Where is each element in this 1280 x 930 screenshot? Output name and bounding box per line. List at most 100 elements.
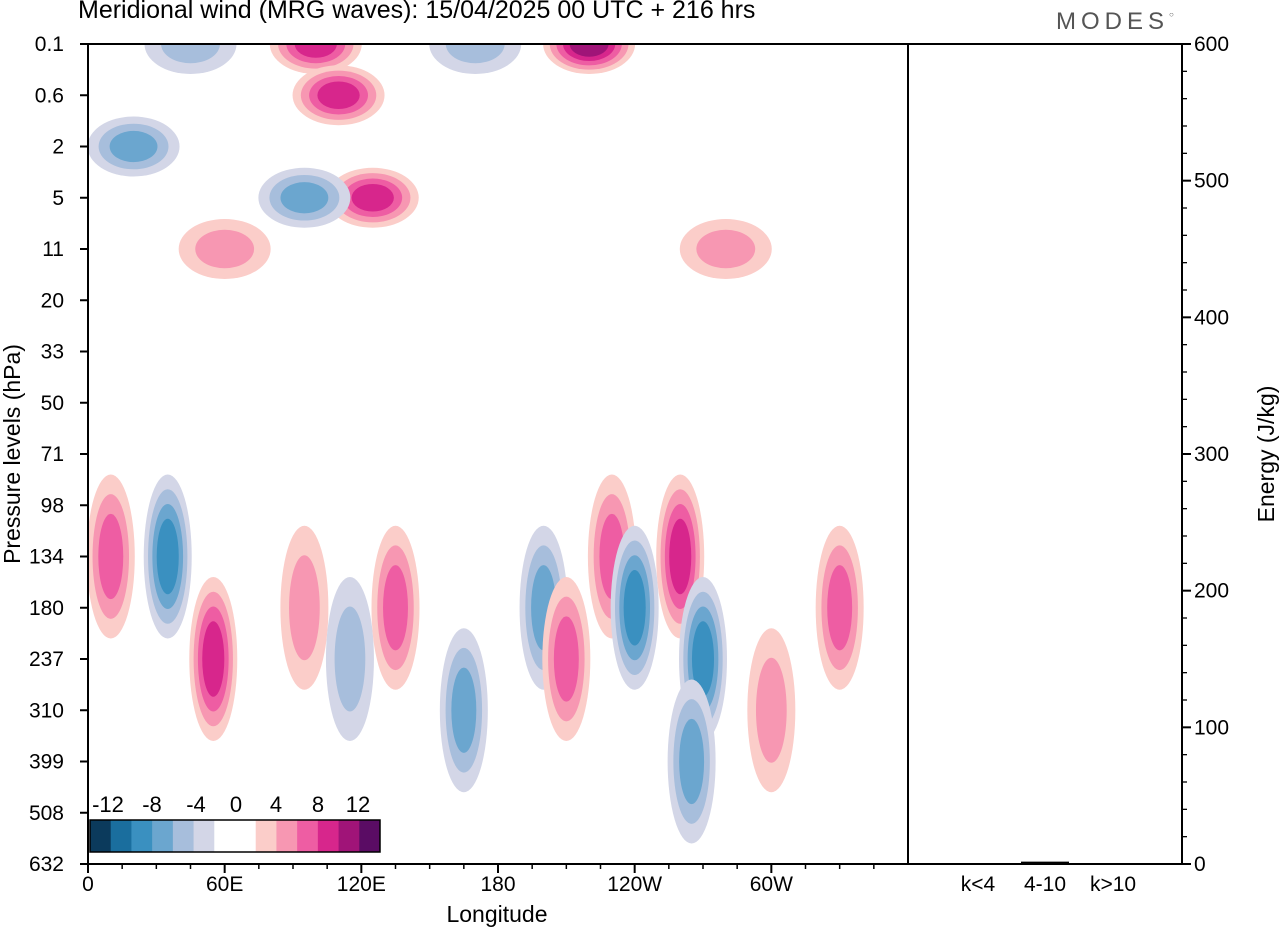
contour-cell	[667, 679, 716, 844]
contour-band	[280, 182, 329, 214]
colorbar-label: -4	[186, 792, 206, 817]
contour-cell	[747, 628, 796, 793]
contour-band	[696, 229, 756, 269]
y-tick-label: 134	[29, 546, 64, 569]
energy-tick-label: 600	[1194, 33, 1229, 56]
colorbar-swatch	[172, 820, 195, 852]
colorbar-swatch	[255, 820, 277, 852]
energy-tick-label: 0	[1194, 853, 1206, 876]
y-tick-label: 71	[41, 443, 64, 466]
contour-cell	[143, 474, 192, 639]
energy-axis-title: Energy (J/kg)	[1253, 386, 1279, 523]
y-tick-label: 0.6	[35, 84, 64, 107]
contour-cell	[258, 167, 351, 228]
contour-band	[98, 513, 124, 600]
energy-tick-label: 400	[1194, 306, 1229, 329]
colorbar-swatch	[214, 820, 236, 852]
contour-band	[679, 718, 705, 805]
energy-bar	[1089, 863, 1137, 865]
x-tick-label: 180	[480, 873, 515, 896]
contour-cell	[439, 628, 488, 793]
energy-category-label: k<4	[961, 873, 996, 896]
y-tick-label: 33	[41, 341, 64, 364]
contour-band	[755, 657, 787, 763]
y-axis-title: Pressure levels (hPa)	[0, 344, 25, 564]
contour-band	[109, 130, 158, 163]
contour-cell	[610, 525, 659, 690]
contour-band	[623, 570, 646, 646]
y-tick-label: 2	[52, 136, 64, 159]
pressure-axis: 0.1 0.6 2 5 11 20 33 50 71 98 134 180 237 310 399 508 63…	[29, 33, 88, 876]
contour-band	[202, 621, 225, 697]
colorbar-label: 0	[230, 792, 242, 817]
contour-band	[383, 565, 408, 651]
energy-category-label: 4-10	[1024, 873, 1066, 896]
contour-fields	[88, 44, 864, 844]
colorbar-label: 12	[346, 792, 370, 817]
energy-bars	[954, 861, 1137, 865]
contour-cell	[326, 167, 419, 228]
contour-band	[161, 44, 220, 64]
y-tick-label: 50	[41, 392, 64, 415]
contour-cell	[88, 474, 135, 639]
energy-frame	[907, 43, 1183, 865]
contour-cell	[144, 44, 237, 74]
energy-tick-label: 300	[1194, 443, 1229, 466]
y-tick-label: 237	[29, 648, 64, 671]
contour-cell	[371, 525, 420, 690]
colorbar-swatch	[276, 820, 298, 852]
colorbar-label: 4	[270, 792, 282, 817]
contour-band	[445, 44, 505, 64]
colorbar-swatch	[131, 820, 153, 852]
energy-bar	[1021, 861, 1069, 864]
y-tick-label: 20	[41, 289, 64, 312]
energy-panel: 0 100 200 300 400 500 600 k<4 4-10 k>10 Energy (…	[907, 33, 1279, 896]
y-tick-label: 399	[29, 751, 64, 774]
contour-band	[669, 518, 692, 595]
energy-axis: 0 100 200 300 400 500 600	[1182, 33, 1229, 876]
colorbar: -12 -8 -4 0 4 8 12	[89, 792, 381, 853]
y-tick-label: 11	[42, 238, 64, 261]
energy-tick-label: 200	[1194, 580, 1229, 603]
energy-tick-label: 500	[1194, 170, 1229, 193]
colorbar-swatch	[317, 820, 340, 852]
brand-logo: MODES○	[1056, 8, 1174, 36]
contour-cell	[429, 44, 522, 74]
colorbar-swatch	[110, 820, 132, 852]
x-tick-label: 60W	[750, 873, 793, 896]
contour-cell	[679, 219, 772, 279]
energy-tick-label: 100	[1194, 716, 1229, 739]
contour-cell	[189, 577, 238, 741]
contour-band	[317, 81, 360, 110]
colorbar-swatch	[152, 820, 174, 852]
x-tick-label: 120W	[607, 873, 662, 896]
x-tick-label: 120E	[337, 873, 386, 896]
contour-band	[195, 229, 255, 269]
contour-band	[569, 44, 609, 57]
y-tick-label: 5	[52, 187, 64, 210]
contour-band	[156, 518, 179, 595]
y-tick-label: 98	[41, 494, 64, 517]
colorbar-swatch	[193, 820, 215, 852]
colorbar-label: 8	[312, 792, 324, 817]
y-tick-label: 180	[29, 597, 64, 620]
longitude-axis: 0 60E 120E 180 120W 60W	[82, 864, 875, 896]
colorbar-label: -12	[92, 792, 124, 817]
y-tick-label: 632	[29, 853, 64, 876]
contour-band	[827, 565, 853, 651]
heatmap-panel: 0.1 0.6 2 5 11 20 33 50 71 98 134 180 237 310 399 508 63…	[0, 33, 909, 927]
contour-band	[553, 616, 579, 702]
x-axis-title: Longitude	[446, 901, 547, 927]
colorbar-swatch	[359, 820, 381, 852]
colorbar-swatch	[297, 820, 319, 852]
y-tick-label: 310	[29, 699, 64, 722]
contour-cell	[280, 525, 329, 690]
colorbar-swatch	[338, 820, 360, 852]
x-tick-label: 60E	[206, 873, 243, 896]
contour-cell	[178, 219, 271, 279]
contour-band	[451, 667, 477, 753]
contour-cell	[543, 44, 636, 74]
colorbar-label: -8	[142, 792, 162, 817]
energy-category-label: k>10	[1090, 873, 1136, 896]
chart-title: Meridional wind (MRG waves): 15/04/2025 …	[78, 0, 756, 24]
